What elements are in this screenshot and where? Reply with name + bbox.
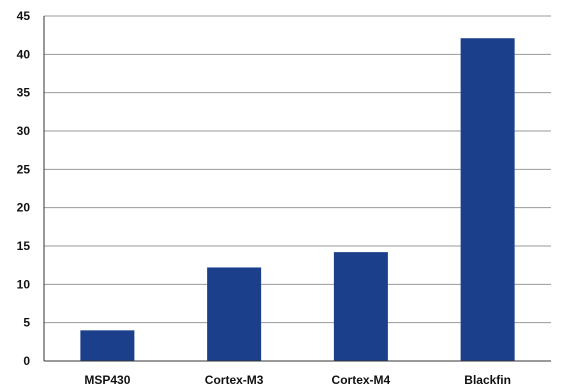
y-tick-label: 25 xyxy=(17,162,31,176)
y-tick-label: 40 xyxy=(17,47,31,61)
x-category-labels: MSP430 Cortex-M3 Cortex-M4 Blackfin xyxy=(84,373,511,387)
y-tick-label: 0 xyxy=(23,354,30,368)
y-tick-label: 15 xyxy=(17,239,31,253)
bar-msp430 xyxy=(80,330,135,361)
x-category-label: Cortex-M4 xyxy=(332,373,391,387)
x-category-label: MSP430 xyxy=(84,373,130,387)
y-tick-label: 30 xyxy=(17,124,31,138)
y-tick-label: 20 xyxy=(17,201,31,215)
x-category-label: Cortex-M3 xyxy=(205,373,264,387)
y-tick-label: 5 xyxy=(23,316,30,330)
bar-blackfin xyxy=(460,38,515,361)
y-tick-label: 35 xyxy=(17,86,31,100)
y-tick-labels: 0 5 10 15 20 25 30 35 40 45 xyxy=(17,9,31,368)
axes xyxy=(43,16,551,362)
x-category-label: Blackfin xyxy=(464,373,511,387)
bars xyxy=(80,38,515,361)
bar-cortex-m3 xyxy=(207,267,262,361)
y-tick-label: 45 xyxy=(17,9,31,23)
bar-cortex-m4 xyxy=(333,252,388,361)
gridlines xyxy=(44,15,551,324)
y-tick-label: 10 xyxy=(17,277,31,291)
